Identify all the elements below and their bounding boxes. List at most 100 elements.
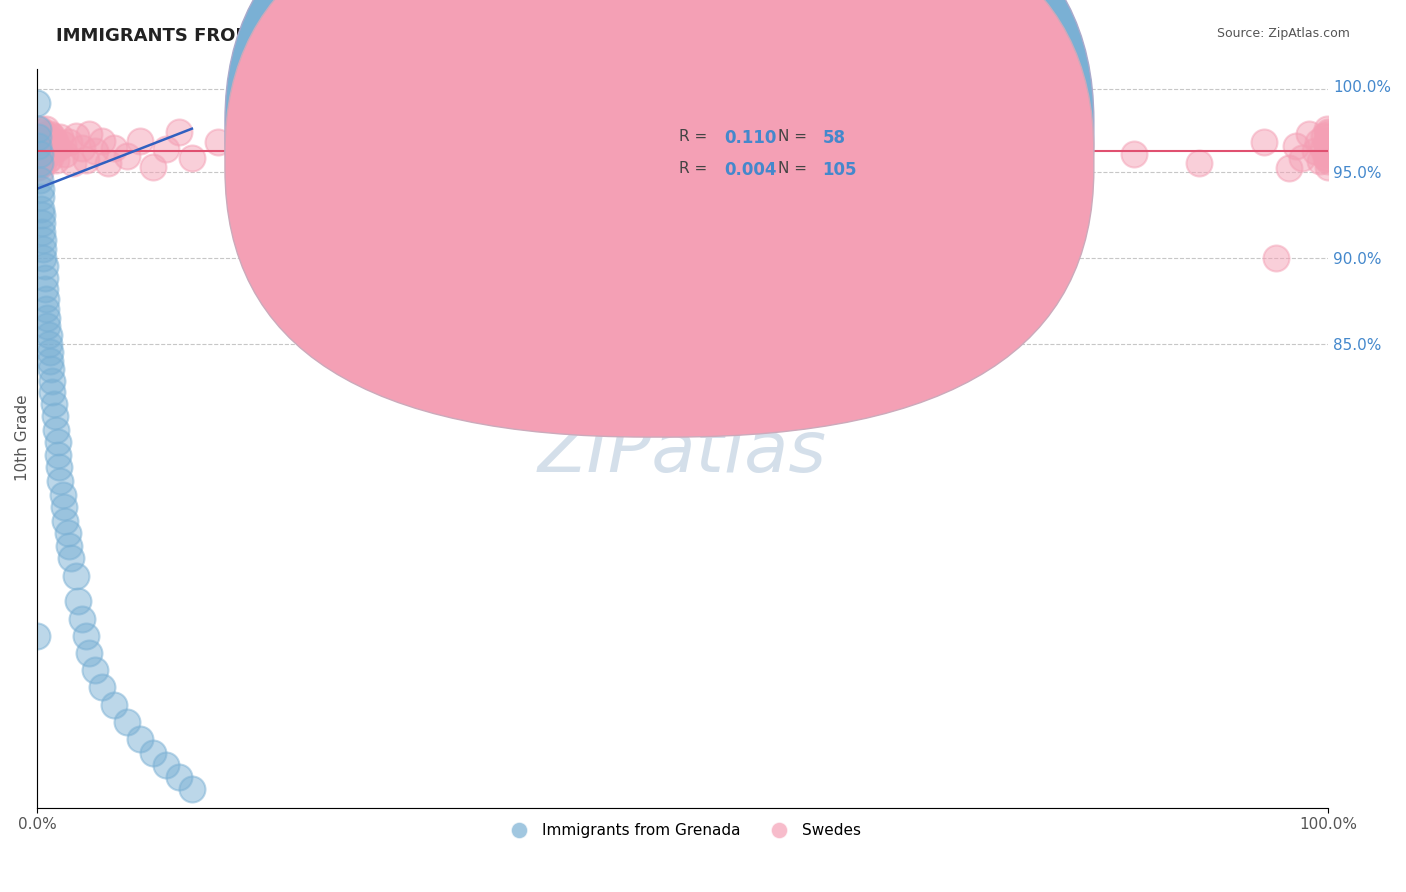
Point bbox=[52, 137, 75, 152]
Point bbox=[349, 151, 371, 165]
Text: R =: R = bbox=[679, 161, 707, 176]
Point bbox=[31, 216, 53, 230]
Point bbox=[1316, 147, 1339, 161]
Point bbox=[45, 423, 67, 437]
Text: 58: 58 bbox=[823, 129, 845, 147]
Point bbox=[37, 154, 59, 169]
Point bbox=[90, 681, 112, 695]
Point bbox=[28, 156, 51, 170]
Point bbox=[32, 156, 55, 170]
Point bbox=[31, 208, 53, 222]
Point bbox=[32, 251, 55, 265]
Point bbox=[38, 328, 60, 343]
Point bbox=[65, 128, 87, 143]
Point bbox=[77, 127, 100, 141]
Point bbox=[800, 151, 823, 165]
Point bbox=[38, 151, 60, 165]
Point bbox=[1317, 127, 1340, 141]
Point bbox=[90, 134, 112, 148]
Point bbox=[167, 125, 190, 139]
Point bbox=[38, 139, 60, 153]
Point bbox=[1285, 139, 1308, 153]
Point bbox=[1316, 134, 1339, 148]
Point bbox=[44, 134, 66, 148]
Point bbox=[749, 161, 772, 176]
Point bbox=[53, 514, 76, 528]
Point bbox=[77, 646, 100, 660]
Point bbox=[103, 140, 125, 154]
Point bbox=[97, 156, 120, 170]
Point bbox=[27, 151, 49, 165]
Point bbox=[27, 134, 49, 148]
Point bbox=[28, 173, 51, 187]
Point bbox=[27, 139, 49, 153]
Point bbox=[994, 154, 1017, 169]
Point bbox=[929, 130, 952, 145]
Point bbox=[35, 292, 58, 306]
Point bbox=[53, 500, 76, 514]
Point bbox=[25, 144, 48, 158]
Point bbox=[32, 134, 55, 148]
Point bbox=[142, 160, 165, 174]
Point bbox=[30, 125, 52, 139]
Point bbox=[28, 139, 51, 153]
Point bbox=[34, 127, 56, 141]
Point bbox=[41, 128, 63, 143]
Text: Source: ZipAtlas.com: Source: ZipAtlas.com bbox=[1216, 27, 1350, 40]
Point bbox=[65, 568, 87, 582]
Point bbox=[284, 147, 307, 161]
Point bbox=[46, 140, 69, 154]
Point bbox=[439, 128, 461, 143]
Point bbox=[30, 156, 52, 170]
Point bbox=[67, 594, 90, 608]
Point bbox=[28, 121, 51, 136]
Point bbox=[25, 629, 48, 643]
Point bbox=[30, 136, 52, 150]
Point bbox=[1316, 137, 1339, 152]
Point bbox=[117, 149, 139, 163]
Point bbox=[27, 130, 49, 145]
Point bbox=[155, 757, 177, 772]
Text: 0.004: 0.004 bbox=[724, 161, 776, 178]
Point bbox=[59, 551, 82, 566]
Point bbox=[84, 144, 107, 158]
Point bbox=[103, 698, 125, 712]
Point bbox=[35, 121, 58, 136]
Point bbox=[1317, 140, 1340, 154]
Point bbox=[31, 147, 53, 161]
Point bbox=[1317, 151, 1340, 165]
Point bbox=[49, 130, 72, 145]
Point bbox=[645, 147, 668, 161]
Point bbox=[1316, 121, 1339, 136]
Point bbox=[155, 142, 177, 156]
Point bbox=[25, 151, 48, 165]
Point bbox=[1312, 142, 1334, 156]
Point bbox=[35, 145, 58, 160]
Point bbox=[48, 460, 70, 475]
Point bbox=[53, 147, 76, 161]
Point bbox=[568, 142, 591, 156]
Point bbox=[49, 474, 72, 488]
Point bbox=[37, 128, 59, 143]
Point bbox=[387, 137, 409, 152]
Point bbox=[34, 259, 56, 273]
Point bbox=[232, 156, 254, 170]
Point bbox=[38, 345, 60, 359]
Point bbox=[25, 160, 48, 174]
Point bbox=[142, 746, 165, 760]
Point bbox=[30, 190, 52, 204]
Point bbox=[1309, 154, 1331, 169]
Legend: Immigrants from Grenada, Swedes: Immigrants from Grenada, Swedes bbox=[498, 817, 868, 845]
Point bbox=[31, 225, 53, 239]
Point bbox=[38, 336, 60, 351]
Point bbox=[58, 136, 80, 150]
Point bbox=[32, 242, 55, 256]
Point bbox=[117, 714, 139, 729]
Text: 0.110: 0.110 bbox=[724, 129, 776, 147]
Point bbox=[1298, 127, 1320, 141]
Point bbox=[45, 153, 67, 167]
Point bbox=[129, 731, 152, 746]
Point bbox=[41, 375, 63, 389]
Point bbox=[31, 130, 53, 145]
Point bbox=[1278, 161, 1301, 176]
